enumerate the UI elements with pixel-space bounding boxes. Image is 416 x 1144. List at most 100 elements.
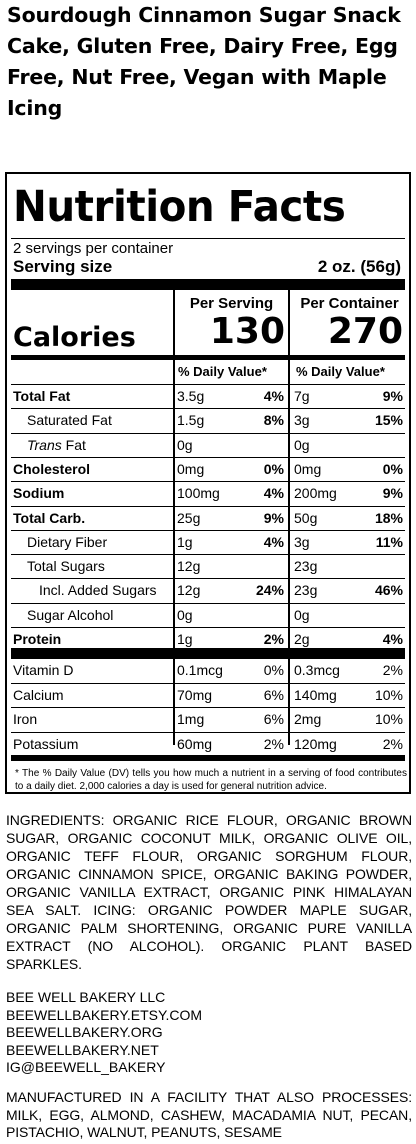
daily-value-footnote: * The % Daily Value (DV) tells you how m…: [15, 768, 407, 792]
nutrient-row: Dietary Fiber 1g 4% 3g 11%: [11, 529, 405, 554]
nutrient-row: Iron 1mg 6% 2mg 10%: [11, 707, 405, 731]
container-percent: 0%: [382, 460, 403, 477]
container-amount: 23g: [294, 582, 318, 599]
serving-percent: 24%: [255, 582, 284, 599]
container-percent: 10%: [374, 711, 403, 728]
nutrient-row: Total Sugars 12g 23g: [11, 554, 405, 578]
serving-amount: 3.5g: [177, 388, 205, 404]
nutrient-name: Sugar Alcohol: [27, 606, 114, 623]
nutrient-row: Sodium 100mg 4% 200mg 9%: [11, 481, 405, 505]
container-percent: 9%: [382, 388, 403, 404]
container-amount: 7g: [294, 388, 310, 404]
nutrient-name: Total Fat: [13, 388, 71, 404]
instagram-handle: IG@BEEWELL_BAKERY: [6, 1059, 166, 1075]
serving-amount: 12g: [177, 558, 201, 575]
serving-percent: 4%: [263, 533, 284, 550]
nutrient-name: Trans Fat: [27, 434, 86, 457]
servings-per-container: 2 servings per container: [13, 240, 174, 257]
container-percent: 4%: [382, 631, 403, 647]
nutrient-row: Incl. Added Sugars 12g 24% 23g 46%: [11, 578, 405, 602]
serving-size-label: Serving size: [13, 257, 113, 276]
net-url: BEEWELLBAKERY.NET: [6, 1041, 159, 1058]
nutrient-name: Protein: [13, 631, 62, 647]
serving-percent: 0%: [263, 460, 284, 477]
org-url: BEEWELLBAKERY.ORG: [6, 1024, 163, 1040]
serving-amount: 0.1mcg: [177, 662, 223, 678]
container-percent: 2%: [382, 662, 403, 678]
container-amount: 140mg: [294, 687, 337, 704]
etsy-url: BEEWELLBAKERY.ETSY.COM: [6, 1006, 203, 1023]
container-percent: 46%: [374, 582, 403, 599]
footnote-divider: [11, 755, 405, 761]
contact-block: BEE WELL BAKERY LLC BEEWELLBAKERY.ETSY.C…: [6, 989, 202, 1077]
nutrient-row: Cholesterol 0mg 0% 0mg 0%: [11, 456, 405, 481]
serving-amount: 1mg: [177, 711, 205, 728]
per-serving-header: Per Serving: [189, 295, 274, 312]
container-amount: 3g: [294, 533, 310, 550]
nutrient-row: Calcium 70mg 6% 140mg 10%: [11, 683, 405, 707]
nutrient-row: Total Carb. 25g 9% 50g 18%: [11, 505, 405, 530]
serving-amount: 60mg: [177, 735, 213, 752]
nutrient-name: Total Carb.: [13, 509, 86, 526]
nutrient-row: Vitamin D 0.1mcg 0% 0.3mcg 2%: [11, 659, 405, 683]
calories-label: Calories: [13, 322, 136, 353]
container-amount: 2g: [294, 631, 310, 647]
nutrition-facts-panel: Nutrition Facts 2 servings per container…: [5, 172, 411, 794]
nutrient-name: Dietary Fiber: [27, 533, 108, 550]
nutrient-name: Sodium: [13, 485, 65, 502]
container-amount: 2mg: [294, 711, 322, 728]
container-percent: 18%: [374, 509, 403, 526]
column-divider-left: [173, 290, 175, 745]
container-amount: 0.3mcg: [294, 662, 340, 678]
nutrient-name: Cholesterol: [13, 460, 91, 477]
container-percent: 10%: [374, 687, 403, 704]
allergen-statement: MANUFACTURED IN A FACILITY THAT ALSO PRO…: [6, 1089, 412, 1140]
nutrient-row: Protein 1g 2% 2g 4%: [11, 627, 405, 651]
nutrient-name: Total Sugars: [27, 558, 105, 575]
nutrient-row: Total Fat 3.5g 4% 7g 9%: [11, 384, 405, 408]
nutrient-name: Iron: [13, 711, 38, 728]
serving-size-value: 2 oz. (56g): [317, 257, 401, 276]
serving-amount: 1.5g: [177, 412, 205, 429]
container-amount: 200mg: [294, 485, 337, 502]
serving-percent: 0%: [263, 662, 284, 678]
per-container-header: Per Container: [300, 295, 399, 312]
serving-percent: 2%: [263, 631, 284, 647]
calories-divider: [11, 355, 405, 360]
nutrient-row: Saturated Fat 1.5g 8% 3g 15%: [11, 408, 405, 432]
container-percent: 2%: [382, 735, 403, 752]
container-amount: 50g: [294, 509, 318, 526]
nutrient-row: Trans Fat 0g 0g: [11, 432, 405, 457]
divider: [11, 238, 405, 239]
container-amount: 3g: [294, 412, 310, 429]
serving-amount: 25g: [177, 509, 201, 526]
serving-amount: 0g: [177, 436, 193, 453]
serving-percent: 4%: [263, 388, 284, 404]
thick-divider: [11, 279, 405, 290]
container-amount: 23g: [294, 558, 318, 575]
serving-amount: 70mg: [177, 687, 213, 704]
serving-percent: 2%: [263, 735, 284, 752]
nutrient-name-italic: Trans: [27, 436, 62, 453]
serving-amount: 100mg: [177, 485, 220, 502]
nutrient-name: Calcium: [13, 687, 64, 704]
ingredients-text: INGREDIENTS: ORGANIC RICE FLOUR, ORGANIC…: [6, 812, 412, 972]
nutrition-facts-heading: Nutrition Facts: [13, 182, 346, 232]
nutrient-row: Sugar Alcohol 0g 0g: [11, 602, 405, 627]
serving-percent: 4%: [263, 485, 284, 502]
nutrient-row: Potassium 60mg 2% 120mg 2%: [11, 731, 405, 756]
dv-header-serving: % Daily Value*: [178, 364, 267, 379]
serving-amount: 12g: [177, 582, 201, 599]
nutrient-name: Vitamin D: [13, 662, 74, 678]
serving-percent: 9%: [263, 509, 284, 526]
serving-amount: 1g: [177, 631, 193, 647]
container-amount: 120mg: [294, 735, 337, 752]
company-name: BEE WELL BAKERY LLC: [6, 989, 166, 1005]
column-divider-right: [288, 290, 290, 745]
container-amount: 0mg: [294, 460, 322, 477]
serving-amount: 0g: [177, 606, 193, 623]
serving-amount: 1g: [177, 533, 193, 550]
container-percent: 9%: [382, 485, 403, 502]
container-percent: 11%: [375, 533, 403, 550]
container-amount: 0g: [294, 606, 310, 623]
